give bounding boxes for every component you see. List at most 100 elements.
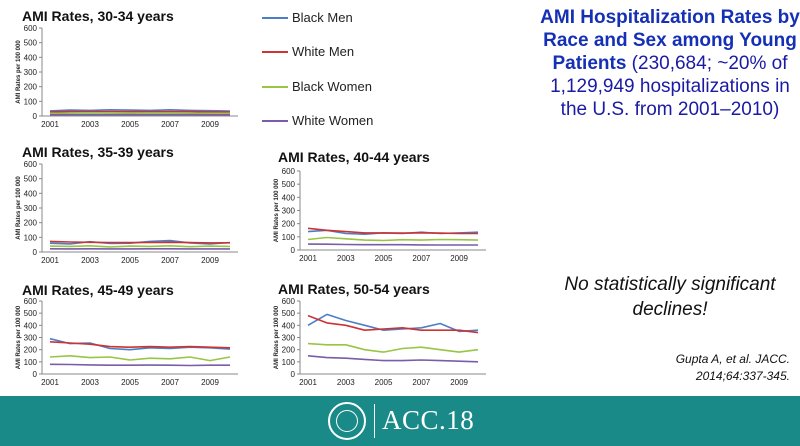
logo-divider [374,404,375,438]
series-line-black-women [49,245,231,248]
legend-item-white-women: White Women [262,113,373,128]
x-tick-label: 2005 [375,254,393,263]
y-tick-label: 600 [24,160,38,169]
y-tick-label: 400 [282,321,296,330]
y-tick-label: 200 [24,83,38,92]
x-tick-label: 2007 [161,120,179,129]
series-line-white-women [49,363,230,367]
legend-item-black-women: Black Women [262,79,372,94]
series-line-white-men [307,314,479,334]
y-tick-label: 0 [291,370,296,379]
x-tick-label: 2005 [121,120,139,129]
slide-title-detail: (230,684; ~20% of 1,129,949 hospitalizat… [550,53,790,120]
x-tick-label: 2007 [161,378,179,387]
series-line-white-men [49,240,231,244]
x-tick-label: 2007 [412,254,430,263]
y-tick-label: 400 [282,193,296,202]
y-tick-label: 200 [282,220,296,229]
y-tick-label: 0 [33,370,38,379]
y-tick-label: 100 [24,358,38,367]
y-tick-label: 400 [24,189,38,198]
chart-title-50-54: AMI Rates, 50-54 years [278,281,430,297]
y-tick-label: 300 [24,204,38,213]
chart-title-35-39: AMI Rates, 35-39 years [22,144,174,160]
y-tick-label: 500 [282,180,296,189]
acc-seal-icon [328,402,366,440]
citation-line-2: 2014;64:337-345. [695,369,790,383]
legend-label-black-men: Black Men [292,10,353,25]
y-tick-label: 400 [24,53,38,62]
series-line-black-women [49,112,230,115]
slide-title-bold: AMI Hospitalization Rates by Race and Se… [540,7,800,74]
x-tick-label: 2005 [121,378,139,387]
chart-45-49: 0 100 200 300 400 500 600 2001 2003 2005 2007 2009 A… [16,297,238,387]
chart-50-54: 0 100 200 300 400 500 600 2001 2003 2005 2007 2009 A… [274,297,486,387]
x-tick-label: 2009 [450,254,468,263]
chart-40-44: 0 100 200 300 400 500 600 2001 2003 2005 2007 2009 A… [274,167,486,263]
footer-bar [0,396,800,446]
y-tick-label: 100 [282,233,296,242]
y-tick-label: 600 [24,24,38,33]
y-tick-label: 600 [282,297,296,306]
y-tick-label: 500 [24,39,38,48]
x-tick-label: 2007 [161,256,179,265]
x-tick-label: 2001 [299,378,317,387]
y-tick-label: 300 [24,334,38,343]
x-tick-label: 2001 [41,378,59,387]
key-statement: No statistically significant declines! [564,274,776,320]
series-line-white-women [307,243,478,246]
series-line-white-men [49,341,231,349]
y-tick-label: 300 [24,68,38,77]
x-tick-label: 2001 [299,254,317,263]
y-axis-label: AMI Rates per 100 000 [274,305,280,369]
chart-30-34: 0 100 200 300 400 500 600 2001 2003 2005 2007 2009 A… [16,24,238,129]
x-tick-label: 2003 [337,378,355,387]
series-line-black-women [49,354,231,362]
legend-label-white-men: White Men [292,44,355,59]
legend-label-white-women: White Women [292,113,374,128]
x-tick-label: 2003 [337,254,355,263]
legend-label-black-women: Black Women [292,79,372,94]
chart-title-30-34: AMI Rates, 30-34 years [22,8,174,24]
series-line-white-women [307,355,479,363]
series-line-white-men [49,110,231,113]
chart-35-39: 0 100 200 300 400 500 600 2001 2003 2005 2007 2009 A… [16,160,238,265]
acc-logo-text: ACC.18 [382,405,475,435]
legend-item-white-men: White Men [262,44,354,59]
chart-title-45-49: AMI Rates, 45-49 years [22,282,174,298]
citation: Gupta A, et al. JACC. 2014;64:337-345. [600,351,790,385]
y-tick-label: 0 [33,112,38,121]
x-tick-label: 2001 [41,256,59,265]
y-axis-label: AMI Rates per 100 000 [274,178,280,242]
y-tick-label: 100 [24,233,38,242]
legend-swatch-black-men [262,16,288,19]
x-tick-label: 2005 [121,256,139,265]
legend-swatch-white-women [262,119,288,122]
x-tick-label: 2009 [201,256,219,265]
y-axis-label: AMI Rates per 100 000 [16,305,22,369]
series-line-black-men [307,313,479,333]
x-tick-label: 2009 [201,120,219,129]
x-tick-label: 2003 [81,378,99,387]
legend-swatch-white-men [262,50,288,53]
y-tick-label: 300 [282,334,296,343]
y-tick-label: 100 [282,358,296,367]
x-tick-label: 2005 [375,378,393,387]
slide-title: AMI Hospitalization Rates by Race and Se… [540,6,800,121]
legend-item-black-men: Black Men [262,10,353,25]
chart-title-40-44: AMI Rates, 40-44 years [278,149,430,165]
series-line-black-women [307,342,479,353]
y-tick-label: 500 [282,309,296,318]
y-tick-label: 100 [24,97,38,106]
y-tick-label: 500 [24,175,38,184]
series-line-white-men [307,227,478,235]
y-axis-label: AMI Rates per 100 000 [16,176,22,240]
x-tick-label: 2003 [81,256,99,265]
y-tick-label: 0 [291,246,296,255]
x-tick-label: 2003 [81,120,99,129]
y-tick-label: 600 [24,297,38,306]
x-tick-label: 2009 [201,378,219,387]
y-tick-label: 200 [282,346,296,355]
y-axis-label: AMI Rates per 100 000 [16,40,22,104]
y-tick-label: 500 [24,309,38,318]
